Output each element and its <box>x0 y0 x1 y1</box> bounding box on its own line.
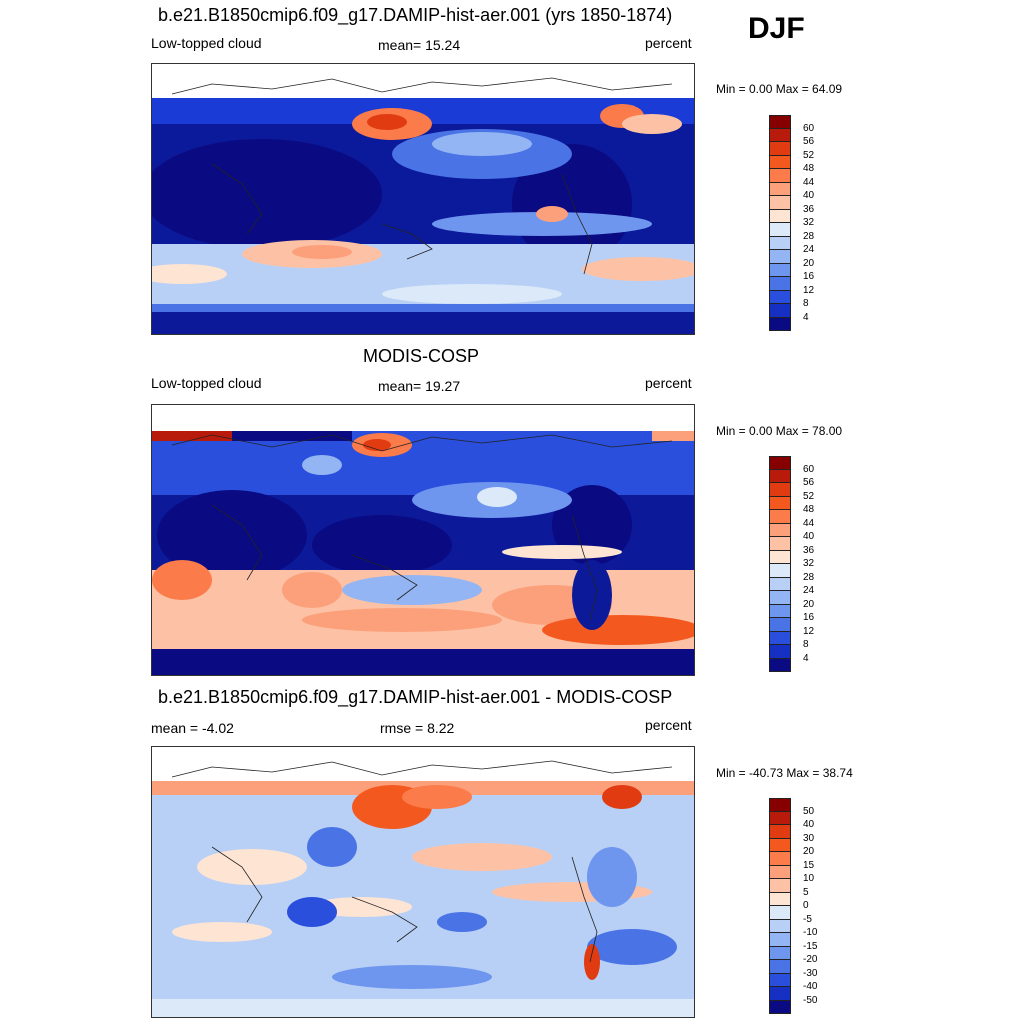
panel-2-mean-label: mean= 19.27 <box>378 378 461 394</box>
panel-3-rmse-label: rmse = 8.22 <box>380 720 455 736</box>
cbar-tick: 4 <box>803 652 809 664</box>
cbar-tick: 48 <box>803 504 815 515</box>
cbar-tick: -10 <box>803 927 818 938</box>
panel-3-minmax: Min = -40.73 Max = 38.74 <box>716 766 853 780</box>
cbar-tick: 40 <box>803 819 815 830</box>
cbar-tick: 28 <box>803 571 815 583</box>
panel-2-colorbar <box>769 456 791 672</box>
cbar-tick: 36 <box>803 544 815 556</box>
cbar-tick: 5 <box>803 886 809 898</box>
cbar-tick: 28 <box>803 230 815 242</box>
panel-3-mean-label: mean = -4.02 <box>151 720 234 736</box>
cbar-tick: 8 <box>803 298 809 309</box>
panel-2-left-label: Low-topped cloud <box>151 375 262 391</box>
panel-1-units-label: percent <box>645 35 692 51</box>
cbar-tick: 20 <box>803 257 815 269</box>
cbar-tick: 32 <box>803 558 815 569</box>
season-label: DJF <box>748 12 805 45</box>
cbar-tick: -40 <box>803 981 818 992</box>
cbar-tick: -30 <box>803 967 818 979</box>
cbar-tick: 56 <box>803 477 815 488</box>
panel-3-colorbar <box>769 798 791 1014</box>
panel-1-title: b.e21.B1850cmip6.f09_g17.DAMIP-hist-aer.… <box>158 5 673 25</box>
cbar-tick: -15 <box>803 940 818 952</box>
cbar-tick: 44 <box>803 176 815 188</box>
panel-3-title: b.e21.B1850cmip6.f09_g17.DAMIP-hist-aer.… <box>158 687 673 707</box>
cbar-tick: 24 <box>803 244 815 255</box>
cbar-tick: 60 <box>803 463 815 475</box>
cbar-tick: 44 <box>803 517 815 529</box>
panel-3-units-label: percent <box>645 717 692 733</box>
cbar-tick: -20 <box>803 954 818 965</box>
panel-2-minmax: Min = 0.00 Max = 78.00 <box>716 424 843 438</box>
panel-1-colorbar <box>769 115 791 331</box>
cbar-tick: 12 <box>803 625 815 637</box>
cbar-tick: 40 <box>803 531 815 542</box>
cbar-tick: 20 <box>803 598 815 610</box>
cbar-tick: 60 <box>803 122 815 134</box>
cbar-tick: -5 <box>803 913 812 925</box>
panel-1-map <box>151 63 695 335</box>
cbar-tick: 12 <box>803 284 815 296</box>
panel-2-map <box>151 404 695 676</box>
cbar-tick: 15 <box>803 859 815 871</box>
panel-2-units-label: percent <box>645 375 692 391</box>
panel-2-title: MODIS-COSP <box>363 346 480 366</box>
cbar-tick: 0 <box>803 900 809 911</box>
cbar-tick: 52 <box>803 490 815 502</box>
cbar-tick: 20 <box>803 846 815 857</box>
cbar-tick: 16 <box>803 271 815 282</box>
cbar-tick: 48 <box>803 163 815 174</box>
panel-1-minmax: Min = 0.00 Max = 64.09 <box>716 82 843 96</box>
cbar-tick: -50 <box>803 994 818 1006</box>
cbar-tick: 24 <box>803 585 815 596</box>
cbar-tick: 30 <box>803 832 815 844</box>
cbar-tick: 52 <box>803 149 815 161</box>
cbar-tick: 40 <box>803 190 815 201</box>
cbar-tick: 32 <box>803 217 815 228</box>
panel-1-mean-label: mean= 15.24 <box>378 37 461 53</box>
cbar-tick: 36 <box>803 203 815 215</box>
cbar-tick: 50 <box>803 805 815 817</box>
cbar-tick: 8 <box>803 639 809 650</box>
panel-1-left-label: Low-topped cloud <box>151 35 262 51</box>
cbar-tick: 16 <box>803 612 815 623</box>
cbar-tick: 56 <box>803 136 815 147</box>
cbar-tick: 10 <box>803 873 815 884</box>
panel-3-map <box>151 746 695 1018</box>
cbar-tick: 4 <box>803 311 809 323</box>
